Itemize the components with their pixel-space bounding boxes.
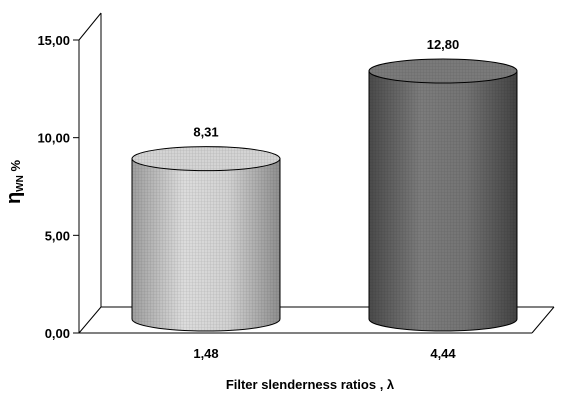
y-ticks: 0,00 5,00 10,00 15,00 [37,33,79,341]
y-tick-label: 15,00 [37,33,70,48]
svg-text:ηWN %: ηWN % [3,160,26,205]
y-axis-title-main: η [3,192,25,204]
x-tick-label-1: 1,48 [193,346,218,361]
data-label-2: 12,80 [427,37,460,52]
cylinder-top-texture [369,58,517,83]
y-axis-title-suffix: % [8,160,23,176]
cylinder-bar-2 [368,58,518,332]
x-ticks: 1,48 4,44 [193,346,456,361]
bars [131,58,518,332]
cylinder-top-texture [132,146,280,171]
y-axis-title-sub: WN [15,175,26,192]
cylinder-texture [132,158,280,331]
data-labels: 8,31 12,80 [193,37,459,140]
y-tick-label: 10,00 [37,131,70,146]
data-label-1: 8,31 [193,125,218,140]
cylinder-bar-1 [131,146,281,332]
y-axis-title: ηWN % [3,160,26,205]
x-axis-title: Filter slenderness ratios , λ [226,377,395,392]
cylinder-texture [369,70,517,332]
y-tick-label: 0,00 [45,326,70,341]
x-tick-label-2: 4,44 [430,346,456,361]
y-tick-label: 5,00 [45,228,70,243]
